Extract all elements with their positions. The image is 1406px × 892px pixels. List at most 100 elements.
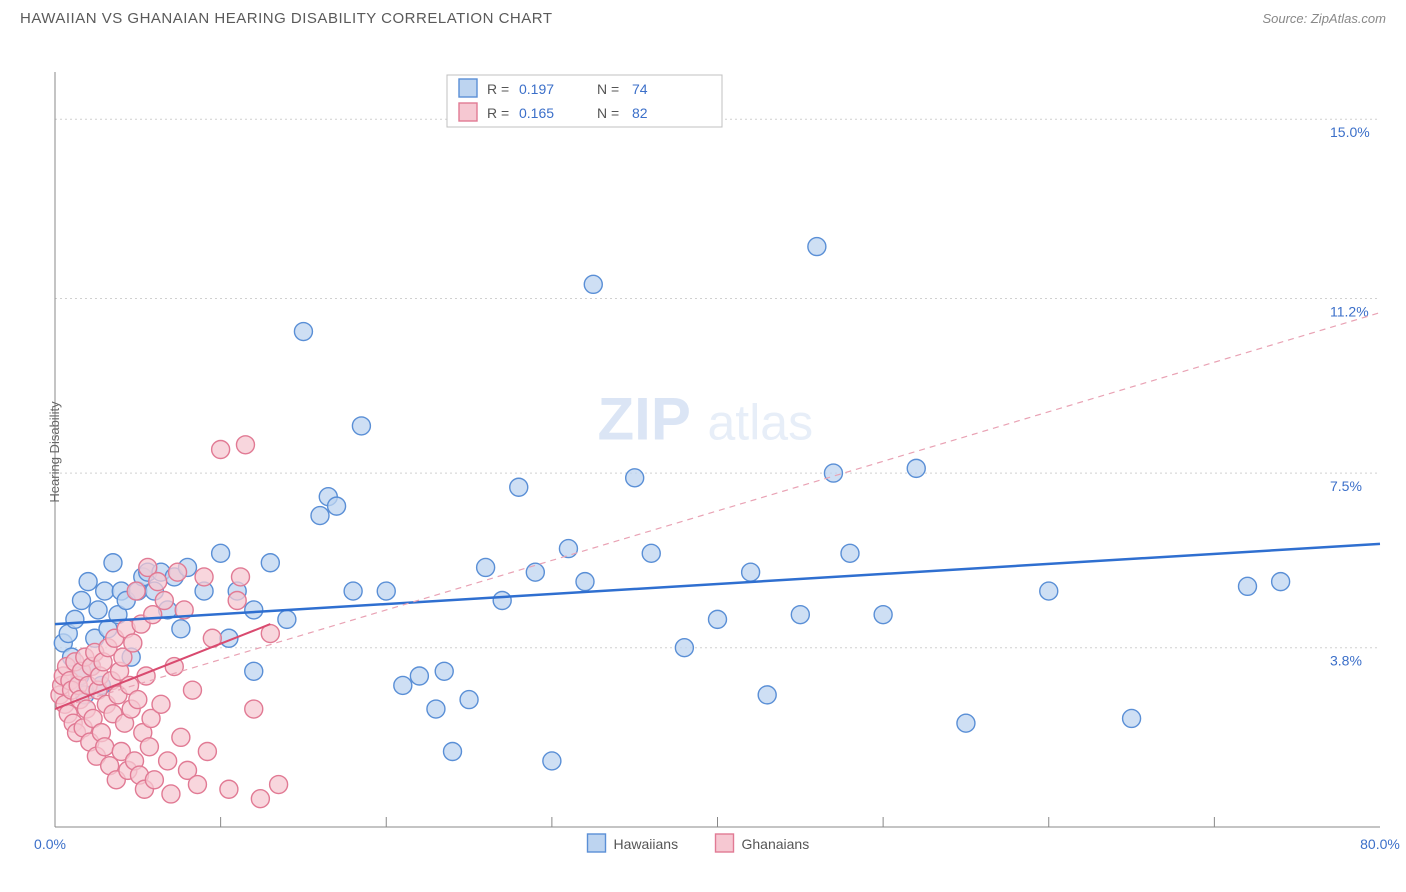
scatter-point <box>212 441 230 459</box>
scatter-point <box>270 776 288 794</box>
bottom-legend-label: Ghanaians <box>742 836 810 852</box>
chart-source: Source: ZipAtlas.com <box>1262 11 1386 26</box>
scatter-point <box>410 667 428 685</box>
scatter-point <box>155 592 173 610</box>
scatter-point <box>642 544 660 562</box>
scatter-point <box>159 752 177 770</box>
scatter-point <box>278 610 296 628</box>
trend-line-dashed <box>55 313 1380 709</box>
scatter-point <box>198 743 216 761</box>
scatter-point <box>127 582 145 600</box>
scatter-point <box>808 238 826 256</box>
scatter-point <box>377 582 395 600</box>
scatter-point <box>427 700 445 718</box>
scatter-point <box>149 573 167 591</box>
scatter-point <box>543 752 561 770</box>
y-tick-label: 7.5% <box>1330 478 1362 494</box>
y-tick-label: 3.8% <box>1330 653 1362 669</box>
scatter-point <box>129 691 147 709</box>
y-axis-label: Hearing Disability <box>47 401 62 502</box>
scatter-point <box>228 592 246 610</box>
bottom-legend-label: Hawaiians <box>614 836 679 852</box>
scatter-point <box>140 738 158 756</box>
scatter-point <box>841 544 859 562</box>
scatter-point <box>236 436 254 454</box>
scatter-point <box>328 497 346 515</box>
scatter-point <box>96 582 114 600</box>
legend-n-label: N = <box>597 105 619 121</box>
scatter-point <box>311 507 329 525</box>
scatter-point <box>1239 577 1257 595</box>
x-min-label: 0.0% <box>34 836 66 852</box>
watermark-atlas: atlas <box>708 395 814 451</box>
scatter-point <box>576 573 594 591</box>
scatter-point <box>89 601 107 619</box>
scatter-point <box>251 790 269 808</box>
scatter-point <box>79 573 97 591</box>
legend-n-value: 82 <box>632 105 648 121</box>
legend-r-value: 0.197 <box>519 81 554 97</box>
scatter-point <box>907 459 925 477</box>
chart-area: Hearing Disability 3.8% 7.5% 11.2% 15.0% ZIP… <box>0 27 1406 877</box>
scatter-point <box>477 558 495 576</box>
scatter-point <box>232 568 250 586</box>
scatter-point <box>626 469 644 487</box>
scatter-point <box>493 592 511 610</box>
scatter-point <box>124 634 142 652</box>
y-tick-label: 11.2% <box>1330 304 1369 320</box>
bottom-legend-swatch <box>588 834 606 852</box>
scatter-point <box>172 620 190 638</box>
scatter-point <box>261 554 279 572</box>
scatter-point <box>245 601 263 619</box>
scatter-point <box>742 563 760 581</box>
scatter-point <box>188 776 206 794</box>
scatter-point <box>758 686 776 704</box>
legend-n-label: N = <box>597 81 619 97</box>
scatter-point <box>791 606 809 624</box>
scatter-point <box>874 606 892 624</box>
scatter-point <box>394 676 412 694</box>
legend-n-value: 74 <box>632 81 648 97</box>
scatter-point <box>957 714 975 732</box>
scatter-point <box>444 743 462 761</box>
y-tick-label: 15.0% <box>1330 124 1370 140</box>
legend-r-value: 0.165 <box>519 105 554 121</box>
scatter-point <box>435 662 453 680</box>
scatter-point <box>172 728 190 746</box>
scatter-point <box>183 681 201 699</box>
scatter-point <box>1123 709 1141 727</box>
scatter-point <box>584 275 602 293</box>
legend-swatch <box>459 103 477 121</box>
chart-header: HAWAIIAN VS GHANAIAN HEARING DISABILITY … <box>0 0 1406 27</box>
scatter-point <box>145 771 163 789</box>
scatter-point <box>212 544 230 562</box>
scatter-point <box>162 785 180 803</box>
scatter-point <box>709 610 727 628</box>
scatter-point <box>1272 573 1290 591</box>
scatter-point <box>460 691 478 709</box>
scatter-point <box>169 563 187 581</box>
legend-swatch <box>459 79 477 97</box>
scatter-point <box>220 780 238 798</box>
scatter-chart: 3.8% 7.5% 11.2% 15.0% ZIP atlas 0.0% 80.0% R = 0.… <box>0 27 1406 877</box>
scatter-point <box>245 662 263 680</box>
x-max-label: 80.0% <box>1360 836 1400 852</box>
scatter-point <box>1040 582 1058 600</box>
scatter-point <box>96 738 114 756</box>
scatter-point <box>245 700 263 718</box>
scatter-point <box>195 568 213 586</box>
scatter-point <box>352 417 370 435</box>
scatter-point <box>66 610 84 628</box>
chart-title: HAWAIIAN VS GHANAIAN HEARING DISABILITY … <box>20 10 552 27</box>
legend-r-label: R = <box>487 81 509 97</box>
scatter-point <box>675 639 693 657</box>
watermark-zip: ZIP <box>598 386 691 453</box>
scatter-point <box>824 464 842 482</box>
scatter-point <box>104 554 122 572</box>
bottom-legend-swatch <box>716 834 734 852</box>
scatter-point <box>526 563 544 581</box>
scatter-point <box>510 478 528 496</box>
legend-r-label: R = <box>487 105 509 121</box>
scatter-point <box>344 582 362 600</box>
scatter-point <box>152 695 170 713</box>
